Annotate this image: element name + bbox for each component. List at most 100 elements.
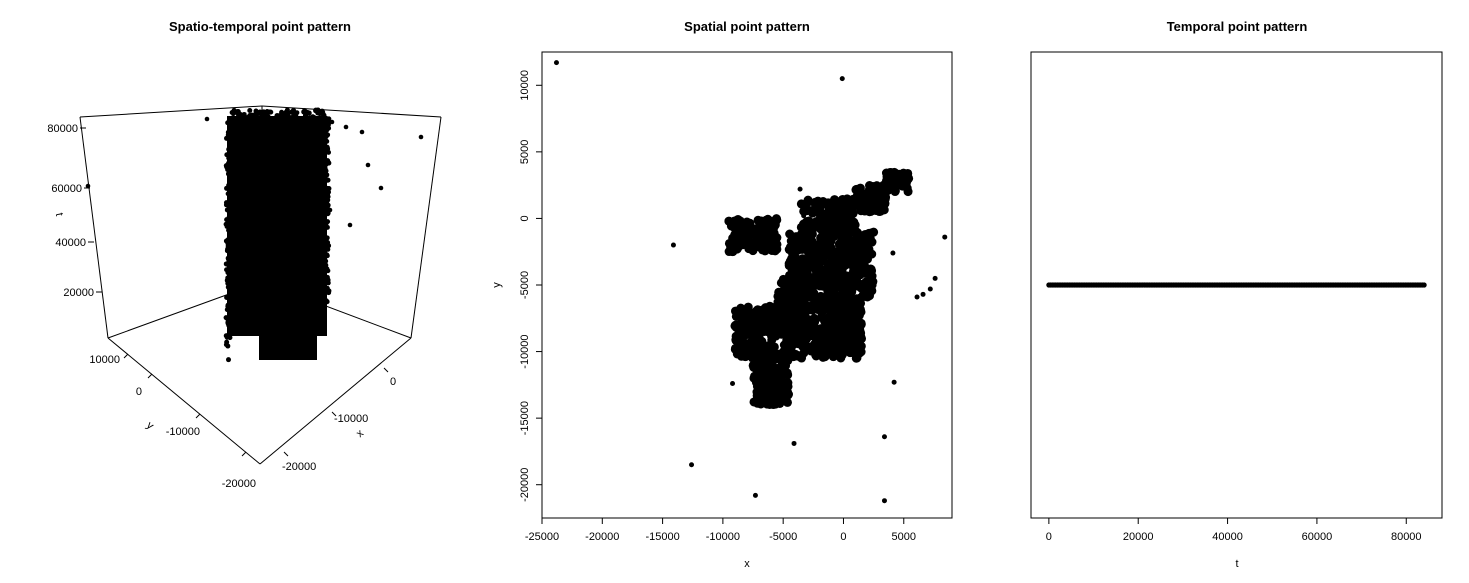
data-point	[224, 277, 230, 283]
y-tick-label: 0	[136, 386, 142, 398]
data-point	[311, 114, 317, 120]
data-point	[227, 199, 233, 205]
data-point	[225, 120, 231, 126]
data-point	[770, 220, 780, 230]
data-point	[859, 189, 869, 199]
data-point	[225, 240, 231, 246]
data-point	[761, 221, 771, 231]
data-point	[813, 257, 823, 267]
data-point	[823, 304, 833, 314]
data-point	[326, 288, 332, 294]
data-point	[843, 197, 853, 207]
data-point	[778, 274, 788, 284]
point-cloud-3d	[85, 107, 424, 363]
data-point	[772, 233, 782, 243]
data-point	[836, 353, 846, 363]
data-point	[897, 175, 907, 185]
data-point	[760, 313, 770, 323]
data-point	[224, 294, 230, 300]
data-point	[748, 329, 758, 339]
data-point	[855, 308, 865, 318]
data-point	[891, 379, 897, 385]
data-point	[247, 107, 253, 113]
x-tick-mark	[331, 411, 337, 417]
y-tick-mark	[123, 353, 129, 359]
data-point	[782, 381, 792, 391]
data-point	[839, 76, 845, 82]
data-point	[225, 317, 231, 323]
data-point	[224, 334, 230, 340]
x-tick-mark	[283, 451, 289, 457]
x-tick-label: -25000	[525, 531, 559, 543]
data-point	[225, 302, 231, 308]
data-point	[245, 115, 251, 121]
z-tick-label: 60000	[51, 183, 82, 195]
x-tick-mark	[383, 367, 389, 373]
data-point	[811, 350, 821, 360]
data-point	[227, 116, 233, 122]
data-point	[827, 229, 837, 239]
data-point	[744, 236, 754, 246]
data-point	[323, 168, 329, 174]
data-point	[824, 274, 834, 284]
data-point	[881, 498, 887, 504]
point-column-lower	[259, 300, 317, 360]
data-point	[818, 212, 828, 222]
panel-spatio-temporal: Spatio-temporal point pattern 80000 6000…	[47, 19, 442, 490]
data-point	[324, 138, 330, 144]
data-point	[325, 203, 331, 209]
data-point	[845, 348, 855, 358]
z-tick-label: 80000	[47, 123, 78, 135]
data-point	[753, 378, 763, 388]
box-edge-floor-front-right	[259, 337, 412, 465]
data-point	[797, 244, 807, 254]
data-point	[764, 380, 774, 390]
data-point	[768, 317, 778, 327]
y-axis-label-spatial: y	[491, 282, 503, 288]
data-point	[820, 220, 830, 230]
data-point	[226, 136, 232, 142]
x-tick-label: 40000	[1212, 531, 1243, 543]
data-point	[828, 259, 838, 269]
data-point	[797, 325, 807, 335]
data-point	[748, 360, 758, 370]
data-point	[226, 217, 232, 223]
data-point	[225, 171, 231, 177]
data-point	[840, 327, 850, 337]
data-point	[814, 297, 824, 307]
data-point	[323, 262, 329, 268]
point-column-base	[231, 330, 261, 336]
data-point	[828, 312, 838, 322]
data-point	[890, 183, 900, 193]
data-point	[816, 324, 826, 334]
x-tick-label: -20000	[585, 531, 619, 543]
data-point	[782, 354, 792, 364]
x-tick-label: -15000	[645, 531, 679, 543]
data-point	[854, 348, 864, 358]
data-point	[324, 235, 330, 241]
box-edge-top-right	[261, 105, 442, 118]
data-point	[825, 250, 835, 260]
data-point	[802, 217, 812, 227]
data-point	[770, 372, 780, 382]
y-tick-label: -20000	[222, 478, 256, 490]
data-point	[784, 261, 794, 271]
data-point	[859, 260, 869, 270]
x-axis-label-temporal: t	[1235, 558, 1238, 570]
x-tick-label: 80000	[1391, 531, 1422, 543]
data-point	[737, 341, 747, 351]
data-point	[802, 199, 812, 209]
data-point	[274, 113, 280, 119]
data-point	[689, 462, 695, 468]
data-point	[787, 288, 797, 298]
data-point	[920, 291, 926, 297]
data-point	[809, 328, 819, 338]
data-point	[811, 217, 821, 227]
data-point	[732, 349, 742, 359]
data-point	[820, 352, 830, 362]
data-point	[881, 168, 891, 178]
data-point	[775, 379, 785, 389]
x-tick-label: 20000	[1123, 531, 1154, 543]
data-point	[927, 286, 933, 292]
